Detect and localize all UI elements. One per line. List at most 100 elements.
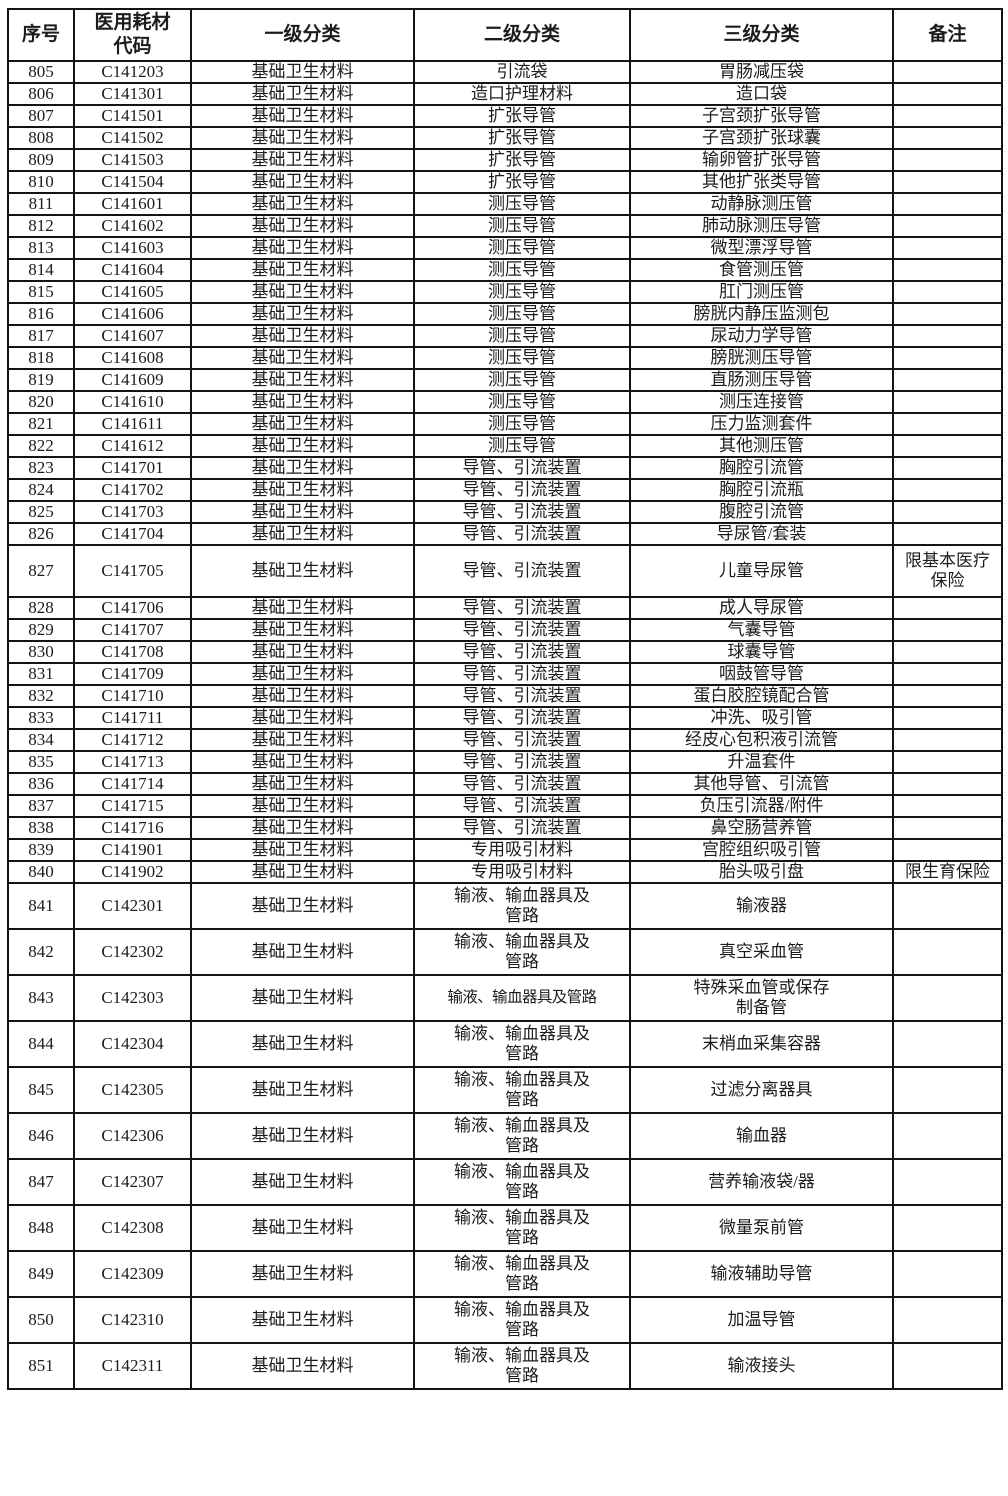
cell-level1: 基础卫生材料 — [190, 1020, 415, 1068]
cell-seq: 842 — [7, 928, 75, 976]
table-row: 805 C141203 基础卫生材料 引流袋 胃肠减压袋 — [7, 60, 1003, 84]
cell-seq: 808 — [7, 126, 75, 150]
cell-level2: 导管、引流装置 — [413, 684, 631, 708]
cell-level1: 基础卫生材料 — [190, 596, 415, 620]
cell-level3: 压力监测套件 — [629, 412, 894, 436]
cell-code: C141712 — [73, 728, 192, 752]
table-row: 832 C141710 基础卫生材料 导管、引流装置 蛋白胶腔镜配合管 — [7, 684, 1003, 708]
table-row: 824 C141702 基础卫生材料 导管、引流装置 胸腔引流瓶 — [7, 478, 1003, 502]
cell-level1: 基础卫生材料 — [190, 1342, 415, 1390]
table-row: 814 C141604 基础卫生材料 测压导管 食管测压管 — [7, 258, 1003, 282]
cell-level1: 基础卫生材料 — [190, 1296, 415, 1344]
cell-level2: 输液、输血器具及 管路 — [413, 1020, 631, 1068]
cell-seq: 836 — [7, 772, 75, 796]
cell-level2: 输液、输血器具及管路 — [413, 974, 631, 1022]
cell-note — [892, 684, 1003, 708]
cell-level3: 冲洗、吸引管 — [629, 706, 894, 730]
table-row: 833 C141711 基础卫生材料 导管、引流装置 冲洗、吸引管 — [7, 706, 1003, 730]
table-row: 806 C141301 基础卫生材料 造口护理材料 造口袋 — [7, 82, 1003, 106]
col-header-level3: 三级分类 — [629, 8, 894, 62]
cell-seq: 849 — [7, 1250, 75, 1298]
cell-seq: 817 — [7, 324, 75, 348]
cell-note — [892, 750, 1003, 774]
cell-level2: 扩张导管 — [413, 126, 631, 150]
cell-level3: 输液器 — [629, 882, 894, 930]
cell-level2: 输液、输血器具及 管路 — [413, 1066, 631, 1114]
cell-code: C141502 — [73, 126, 192, 150]
cell-code: C142307 — [73, 1158, 192, 1206]
cell-code: C142308 — [73, 1204, 192, 1252]
cell-level2: 导管、引流装置 — [413, 544, 631, 598]
cell-level1: 基础卫生材料 — [190, 368, 415, 392]
cell-seq: 838 — [7, 816, 75, 840]
cell-seq: 813 — [7, 236, 75, 260]
table-body: 805 C141203 基础卫生材料 引流袋 胃肠减压袋 806 C141301 基础卫生材料… — [7, 60, 1003, 1390]
cell-seq: 840 — [7, 860, 75, 884]
cell-level1: 基础卫生材料 — [190, 434, 415, 458]
cell-level3: 导尿管/套装 — [629, 522, 894, 546]
table-row: 848 C142308 基础卫生材料 输液、输血器具及 管路 微量泵前管 — [7, 1204, 1003, 1252]
cell-seq: 815 — [7, 280, 75, 304]
cell-code: C142302 — [73, 928, 192, 976]
cell-code: C141707 — [73, 618, 192, 642]
cell-note — [892, 882, 1003, 930]
table-row: 820 C141610 基础卫生材料 测压导管 测压连接管 — [7, 390, 1003, 414]
cell-level1: 基础卫生材料 — [190, 640, 415, 664]
cell-note — [892, 500, 1003, 524]
table-row: 843 C142303 基础卫生材料 输液、输血器具及管路 特殊采血管或保存 制备管 — [7, 974, 1003, 1022]
cell-code: C141503 — [73, 148, 192, 172]
cell-note — [892, 1066, 1003, 1114]
cell-level3: 肛门测压管 — [629, 280, 894, 304]
cell-code: C141711 — [73, 706, 192, 730]
table-row: 818 C141608 基础卫生材料 测压导管 膀胱测压导管 — [7, 346, 1003, 370]
table-row: 835 C141713 基础卫生材料 导管、引流装置 升温套件 — [7, 750, 1003, 774]
cell-level1: 基础卫生材料 — [190, 324, 415, 348]
cell-seq: 814 — [7, 258, 75, 282]
cell-note — [892, 192, 1003, 216]
col-header-note: 备注 — [892, 8, 1003, 62]
table-row: 810 C141504 基础卫生材料 扩张导管 其他扩张类导管 — [7, 170, 1003, 194]
cell-code: C142310 — [73, 1296, 192, 1344]
cell-seq: 807 — [7, 104, 75, 128]
cell-seq: 820 — [7, 390, 75, 414]
cell-level1: 基础卫生材料 — [190, 772, 415, 796]
cell-level2: 测压导管 — [413, 236, 631, 260]
cell-level1: 基础卫生材料 — [190, 1066, 415, 1114]
cell-note — [892, 236, 1003, 260]
cell-level3: 输卵管扩张导管 — [629, 148, 894, 172]
cell-seq: 821 — [7, 412, 75, 436]
cell-level3: 球囊导管 — [629, 640, 894, 664]
cell-code: C142309 — [73, 1250, 192, 1298]
cell-seq: 805 — [7, 60, 75, 84]
cell-seq: 848 — [7, 1204, 75, 1252]
table-row: 845 C142305 基础卫生材料 输液、输血器具及 管路 过滤分离器具 — [7, 1066, 1003, 1114]
cell-level2: 引流袋 — [413, 60, 631, 84]
cell-note — [892, 148, 1003, 172]
cell-seq: 847 — [7, 1158, 75, 1206]
cell-note — [892, 60, 1003, 84]
cell-level3: 胸腔引流管 — [629, 456, 894, 480]
cell-level1: 基础卫生材料 — [190, 170, 415, 194]
cell-level1: 基础卫生材料 — [190, 816, 415, 840]
col-header-code: 医用耗材 代码 — [73, 8, 192, 62]
cell-code: C141702 — [73, 478, 192, 502]
cell-seq: 839 — [7, 838, 75, 862]
cell-code: C142305 — [73, 1066, 192, 1114]
cell-level1: 基础卫生材料 — [190, 456, 415, 480]
cell-seq: 824 — [7, 478, 75, 502]
cell-code: C142304 — [73, 1020, 192, 1068]
cell-note — [892, 522, 1003, 546]
table-row: 831 C141709 基础卫生材料 导管、引流装置 咽鼓管导管 — [7, 662, 1003, 686]
cell-level2: 专用吸引材料 — [413, 860, 631, 884]
cell-code: C141604 — [73, 258, 192, 282]
cell-level1: 基础卫生材料 — [190, 684, 415, 708]
table-row: 826 C141704 基础卫生材料 导管、引流装置 导尿管/套装 — [7, 522, 1003, 546]
cell-level3: 腹腔引流管 — [629, 500, 894, 524]
cell-level2: 输液、输血器具及 管路 — [413, 1342, 631, 1390]
cell-level2: 导管、引流装置 — [413, 794, 631, 818]
cell-level3: 负压引流器/附件 — [629, 794, 894, 818]
cell-note — [892, 640, 1003, 664]
cell-code: C142311 — [73, 1342, 192, 1390]
table-row: 809 C141503 基础卫生材料 扩张导管 输卵管扩张导管 — [7, 148, 1003, 172]
cell-level2: 导管、引流装置 — [413, 772, 631, 796]
